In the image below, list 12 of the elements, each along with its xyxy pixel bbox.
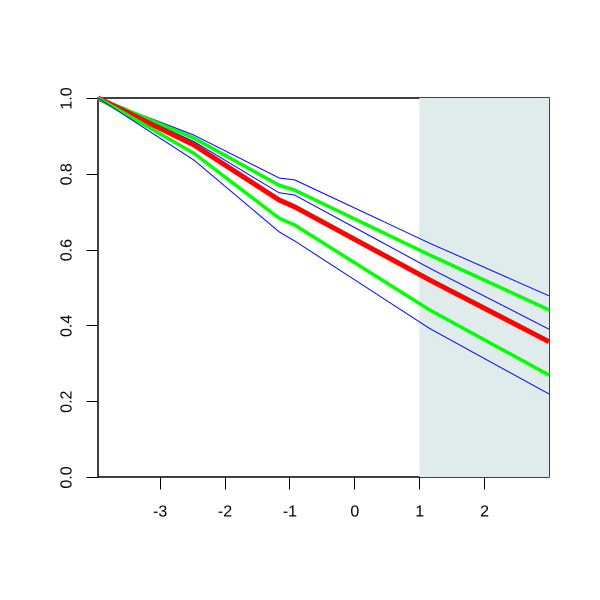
y-tick-label: 0.6 [58, 238, 76, 262]
y-tick-label: 0.8 [58, 163, 76, 186]
y-tick-label: 0.2 [58, 390, 76, 413]
y-tick-label: 0.4 [58, 314, 76, 338]
y-tick-label: 0.0 [58, 466, 76, 489]
x-tick-label: -2 [218, 504, 232, 520]
x-tick-label: -3 [153, 504, 168, 520]
x-tick-label: 1 [415, 504, 424, 520]
x-tick-label: 0 [350, 504, 360, 520]
x-tick-label: -1 [282, 504, 298, 520]
x-tick-label: 2 [480, 504, 490, 520]
y-tick-label: 1.0 [58, 87, 76, 110]
